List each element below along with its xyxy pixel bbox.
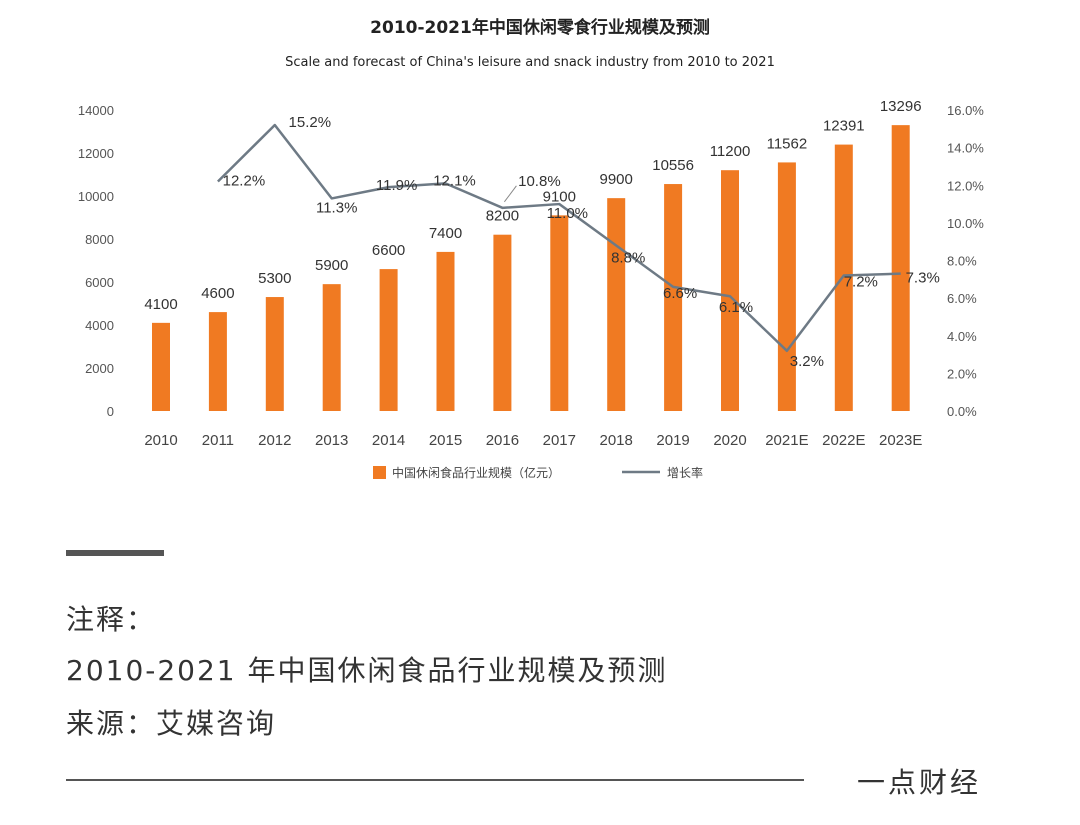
bar — [152, 322, 170, 411]
x-axis-ticks: 2010 2011 2012 2013 2014 2015 2016 2017 2018 2019… — [144, 432, 922, 449]
bar — [322, 284, 341, 411]
bar — [379, 269, 398, 411]
right-axis-tick-label: 10.0% — [947, 216, 984, 231]
bar — [208, 312, 227, 411]
chart-title: 2010-2021年中国休闲零食行业规模及预测 — [370, 17, 710, 38]
line-value-label: 12.2% — [223, 172, 266, 189]
footer-rule — [66, 779, 804, 781]
right-axis-tick-label: 12.0% — [947, 178, 984, 193]
x-axis-tick-label: 2018 — [600, 432, 633, 449]
right-axis-tick-label: 14.0% — [947, 141, 984, 156]
left-axis-tick-label: 8000 — [85, 232, 114, 247]
x-axis-tick-label: 2016 — [486, 432, 519, 449]
bar-value-label: 5300 — [258, 270, 291, 287]
line-value-label: 11.0% — [547, 205, 588, 222]
bar-value-label: 6600 — [372, 242, 405, 259]
x-axis-tick-label: 2014 — [372, 432, 405, 449]
x-axis-tick-label: 2013 — [315, 432, 348, 449]
x-axis-tick-label: 2021E — [765, 432, 808, 449]
bar — [891, 125, 910, 412]
left-axis-tick-label: 6000 — [85, 275, 114, 290]
right-axis-tick-label: 0.0% — [947, 404, 977, 419]
line-value-label: 7.3% — [906, 270, 940, 287]
label-leader-line — [503, 185, 517, 203]
legend-label-bar: 中国休闲食品行业规模（亿元） — [392, 465, 560, 480]
right-axis-ticks: 0.0% 2.0% 4.0% 6.0% 8.0% 10.0% 12.0% 14.0% 16.0% — [947, 103, 984, 419]
bar-data-labels: 4100 4600 5300 5900 6600 7400 8200 9100 9900 1055… — [144, 98, 921, 313]
bar-series — [152, 125, 910, 412]
notes-heading: 注释： — [66, 603, 157, 636]
bar — [493, 234, 512, 411]
x-axis-tick-label: 2017 — [543, 432, 576, 449]
x-axis-tick-label: 2015 — [429, 432, 462, 449]
bar-value-label: 12391 — [823, 118, 865, 135]
bar-value-label: 4600 — [201, 285, 234, 302]
left-axis-tick-label: 10000 — [78, 189, 114, 204]
line-value-label: 11.9% — [376, 177, 417, 194]
growth-rate-line — [217, 123, 901, 353]
bar — [265, 297, 284, 411]
x-axis-tick-label: 2023E — [879, 432, 922, 449]
bar-value-label: 13296 — [880, 98, 922, 115]
x-axis-tick-label: 2019 — [656, 432, 689, 449]
bar — [664, 184, 683, 411]
bar-value-label: 5900 — [315, 257, 348, 274]
notes-description: 2010-2021 年中国休闲食品行业规模及预测 — [66, 654, 668, 687]
bar — [721, 170, 739, 411]
right-axis-tick-label: 2.0% — [947, 366, 977, 381]
bar-value-label: 11200 — [710, 143, 751, 160]
x-axis-tick-label: 2012 — [258, 432, 291, 449]
left-axis-tick-label: 0 — [107, 404, 114, 419]
brand-name: 一点财经 — [857, 766, 982, 799]
chart: 2010-2021年中国休闲零食行业规模及预测 Scale and foreca… — [78, 17, 984, 480]
left-axis-ticks: 0 2000 4000 6000 8000 10000 12000 14000 — [78, 103, 114, 419]
bar-value-label: 7400 — [429, 225, 462, 242]
bar-value-label: 8200 — [486, 208, 519, 225]
line-value-label: 6.6% — [663, 285, 697, 302]
left-axis-tick-label: 14000 — [78, 103, 114, 118]
notes-source: 来源：艾媒咨询 — [66, 707, 277, 740]
legend-swatch-bar — [373, 466, 386, 479]
bar — [550, 215, 569, 411]
legend: 中国休闲食品行业规模（亿元） 增长率 — [373, 465, 703, 480]
legend-label-line: 增长率 — [667, 465, 703, 480]
bar-value-label: 10556 — [652, 157, 694, 174]
line-series — [217, 123, 901, 353]
x-axis-tick-label: 2020 — [713, 432, 746, 449]
bar — [607, 198, 626, 411]
line-value-label: 6.1% — [719, 299, 753, 316]
line-value-label: 3.2% — [790, 353, 824, 370]
chart-subtitle: Scale and forecast of China's leisure an… — [285, 55, 775, 70]
line-value-label: 8.8% — [611, 249, 645, 266]
bar-value-label: 11562 — [767, 135, 808, 152]
bar-value-label: 9900 — [600, 171, 633, 188]
right-axis-tick-label: 4.0% — [947, 329, 977, 344]
bar — [436, 251, 455, 411]
left-axis-tick-label: 2000 — [85, 361, 114, 376]
left-axis-tick-label: 4000 — [85, 318, 114, 333]
bar-value-label: 4100 — [144, 296, 177, 313]
line-value-label: 12.1% — [433, 172, 476, 189]
right-axis-tick-label: 8.0% — [947, 254, 977, 269]
bar — [834, 144, 853, 411]
bar-value-label: 9100 — [543, 188, 576, 205]
line-data-labels: 12.2% 15.2% 11.3% 11.9% 12.1% 10.8% 11.0% 8.8% 6… — [223, 114, 940, 370]
bar — [777, 162, 796, 411]
right-axis-tick-label: 6.0% — [947, 291, 977, 306]
section-divider — [66, 550, 164, 556]
x-axis-tick-label: 2011 — [202, 432, 234, 449]
line-value-label: 15.2% — [289, 114, 332, 131]
x-axis-tick-label: 2010 — [144, 432, 177, 449]
left-axis-tick-label: 12000 — [78, 146, 114, 161]
x-axis-tick-label: 2022E — [822, 432, 865, 449]
line-value-label: 7.2% — [844, 274, 878, 291]
line-value-label: 11.3% — [316, 199, 357, 216]
right-axis-tick-label: 16.0% — [947, 103, 984, 118]
line-value-label: 10.8% — [518, 173, 561, 190]
